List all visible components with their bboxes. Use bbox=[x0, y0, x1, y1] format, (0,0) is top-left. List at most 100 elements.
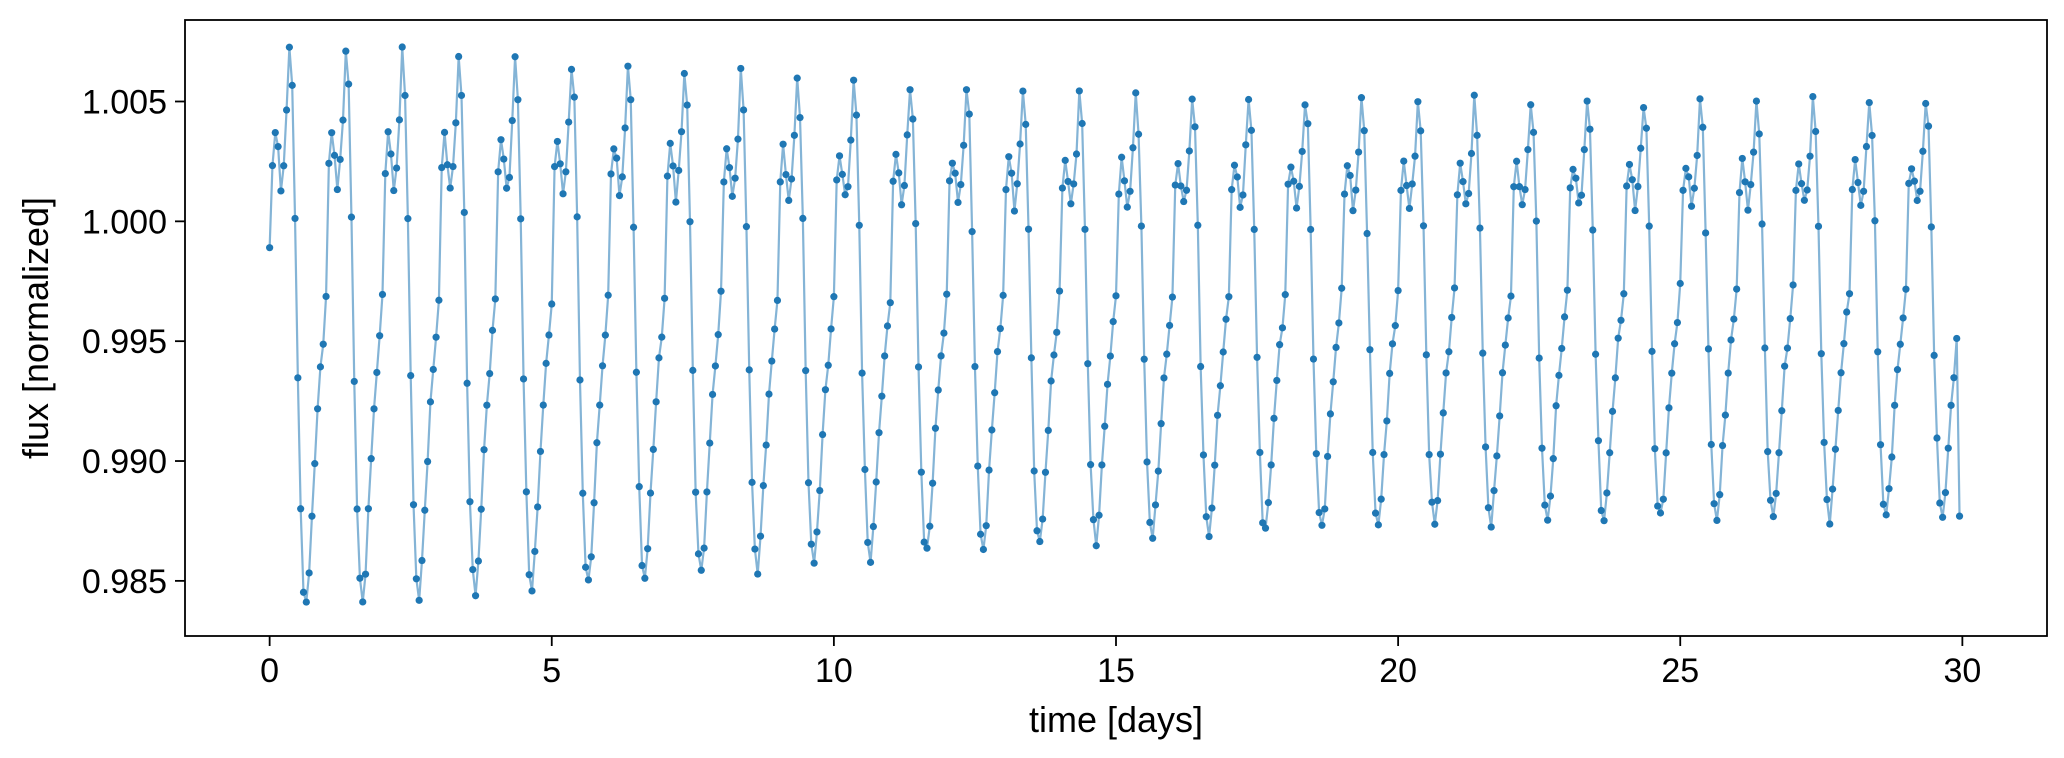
data-point bbox=[881, 352, 889, 360]
data-point bbox=[294, 374, 302, 382]
data-point bbox=[387, 150, 395, 158]
data-point bbox=[1755, 130, 1763, 138]
data-point bbox=[1453, 191, 1461, 199]
data-point bbox=[889, 177, 897, 185]
data-point bbox=[1005, 153, 1013, 161]
data-point bbox=[629, 223, 638, 231]
data-point bbox=[1781, 362, 1789, 370]
data-point bbox=[514, 96, 522, 104]
data-point bbox=[1645, 222, 1653, 230]
data-point bbox=[1166, 321, 1174, 330]
data-point bbox=[756, 532, 765, 540]
data-point bbox=[350, 377, 358, 386]
data-point bbox=[497, 136, 505, 144]
data-point bbox=[1902, 285, 1910, 293]
data-point bbox=[1778, 407, 1786, 415]
data-point bbox=[545, 331, 553, 339]
data-point bbox=[680, 69, 688, 78]
data-point bbox=[1448, 313, 1456, 322]
data-point bbox=[1171, 181, 1179, 189]
data-point bbox=[1631, 206, 1639, 215]
data-point bbox=[553, 137, 562, 146]
data-point bbox=[1860, 187, 1868, 195]
data-point bbox=[345, 80, 353, 88]
data-point bbox=[1002, 186, 1010, 194]
data-point bbox=[1123, 203, 1131, 211]
data-point bbox=[1905, 179, 1913, 187]
data-point bbox=[1659, 495, 1667, 503]
data-point bbox=[1033, 527, 1041, 535]
data-point bbox=[364, 505, 372, 513]
data-point bbox=[559, 190, 567, 198]
data-point bbox=[1036, 537, 1044, 546]
data-point bbox=[1349, 207, 1357, 215]
data-point bbox=[305, 569, 313, 577]
y-tick-label: 1.000 bbox=[82, 203, 167, 241]
data-point bbox=[1024, 225, 1033, 233]
data-point bbox=[1101, 422, 1109, 430]
data-point bbox=[1160, 374, 1168, 382]
data-point bbox=[773, 296, 782, 304]
data-point bbox=[1857, 201, 1865, 209]
data-point bbox=[1955, 512, 1964, 520]
data-point bbox=[1907, 165, 1916, 173]
data-point bbox=[1532, 217, 1540, 225]
data-point bbox=[734, 135, 742, 143]
data-point bbox=[745, 366, 753, 374]
data-point bbox=[1496, 412, 1504, 420]
data-point bbox=[1656, 509, 1665, 517]
data-point bbox=[945, 177, 954, 185]
data-point bbox=[1287, 163, 1295, 171]
data-point bbox=[539, 401, 547, 409]
data-point bbox=[587, 553, 595, 561]
data-point bbox=[1696, 95, 1704, 103]
data-point bbox=[1586, 125, 1594, 133]
data-point bbox=[1515, 183, 1524, 191]
data-point bbox=[1182, 186, 1191, 194]
data-point bbox=[1848, 185, 1856, 194]
data-point bbox=[999, 291, 1007, 299]
data-point bbox=[503, 184, 511, 192]
data-point bbox=[424, 457, 432, 466]
data-point bbox=[1879, 500, 1887, 508]
data-point bbox=[1284, 180, 1292, 188]
data-point bbox=[1115, 190, 1123, 198]
data-point bbox=[816, 486, 824, 495]
data-point bbox=[1792, 186, 1800, 194]
data-point bbox=[1544, 516, 1552, 524]
data-point bbox=[1180, 197, 1188, 206]
data-point bbox=[1727, 336, 1735, 344]
data-point bbox=[1459, 178, 1467, 186]
data-point bbox=[1450, 284, 1459, 292]
data-point bbox=[1236, 203, 1244, 211]
data-point bbox=[1417, 127, 1425, 135]
data-point bbox=[644, 545, 652, 553]
data-point bbox=[917, 468, 925, 476]
data-point bbox=[706, 439, 714, 447]
data-point bbox=[1473, 131, 1481, 139]
data-point bbox=[1202, 513, 1210, 521]
data-point bbox=[672, 198, 680, 206]
data-point bbox=[1521, 185, 1529, 194]
data-point bbox=[1019, 87, 1027, 95]
data-point bbox=[951, 169, 959, 177]
data-point bbox=[1216, 382, 1224, 390]
data-point bbox=[912, 220, 920, 228]
data-point bbox=[1369, 448, 1377, 457]
data-point bbox=[1431, 520, 1439, 528]
data-point bbox=[621, 124, 629, 132]
data-point bbox=[596, 401, 604, 409]
data-point bbox=[655, 354, 663, 362]
data-point bbox=[1013, 180, 1021, 188]
data-point bbox=[1400, 157, 1408, 165]
data-point bbox=[1290, 177, 1298, 185]
data-point bbox=[1735, 188, 1744, 197]
data-point bbox=[1710, 500, 1718, 508]
data-point bbox=[1151, 501, 1160, 509]
data-point bbox=[960, 141, 968, 149]
data-point bbox=[1648, 347, 1656, 355]
data-point bbox=[500, 155, 508, 163]
data-point bbox=[838, 170, 846, 178]
data-point bbox=[1572, 174, 1580, 182]
data-point bbox=[1230, 161, 1239, 169]
